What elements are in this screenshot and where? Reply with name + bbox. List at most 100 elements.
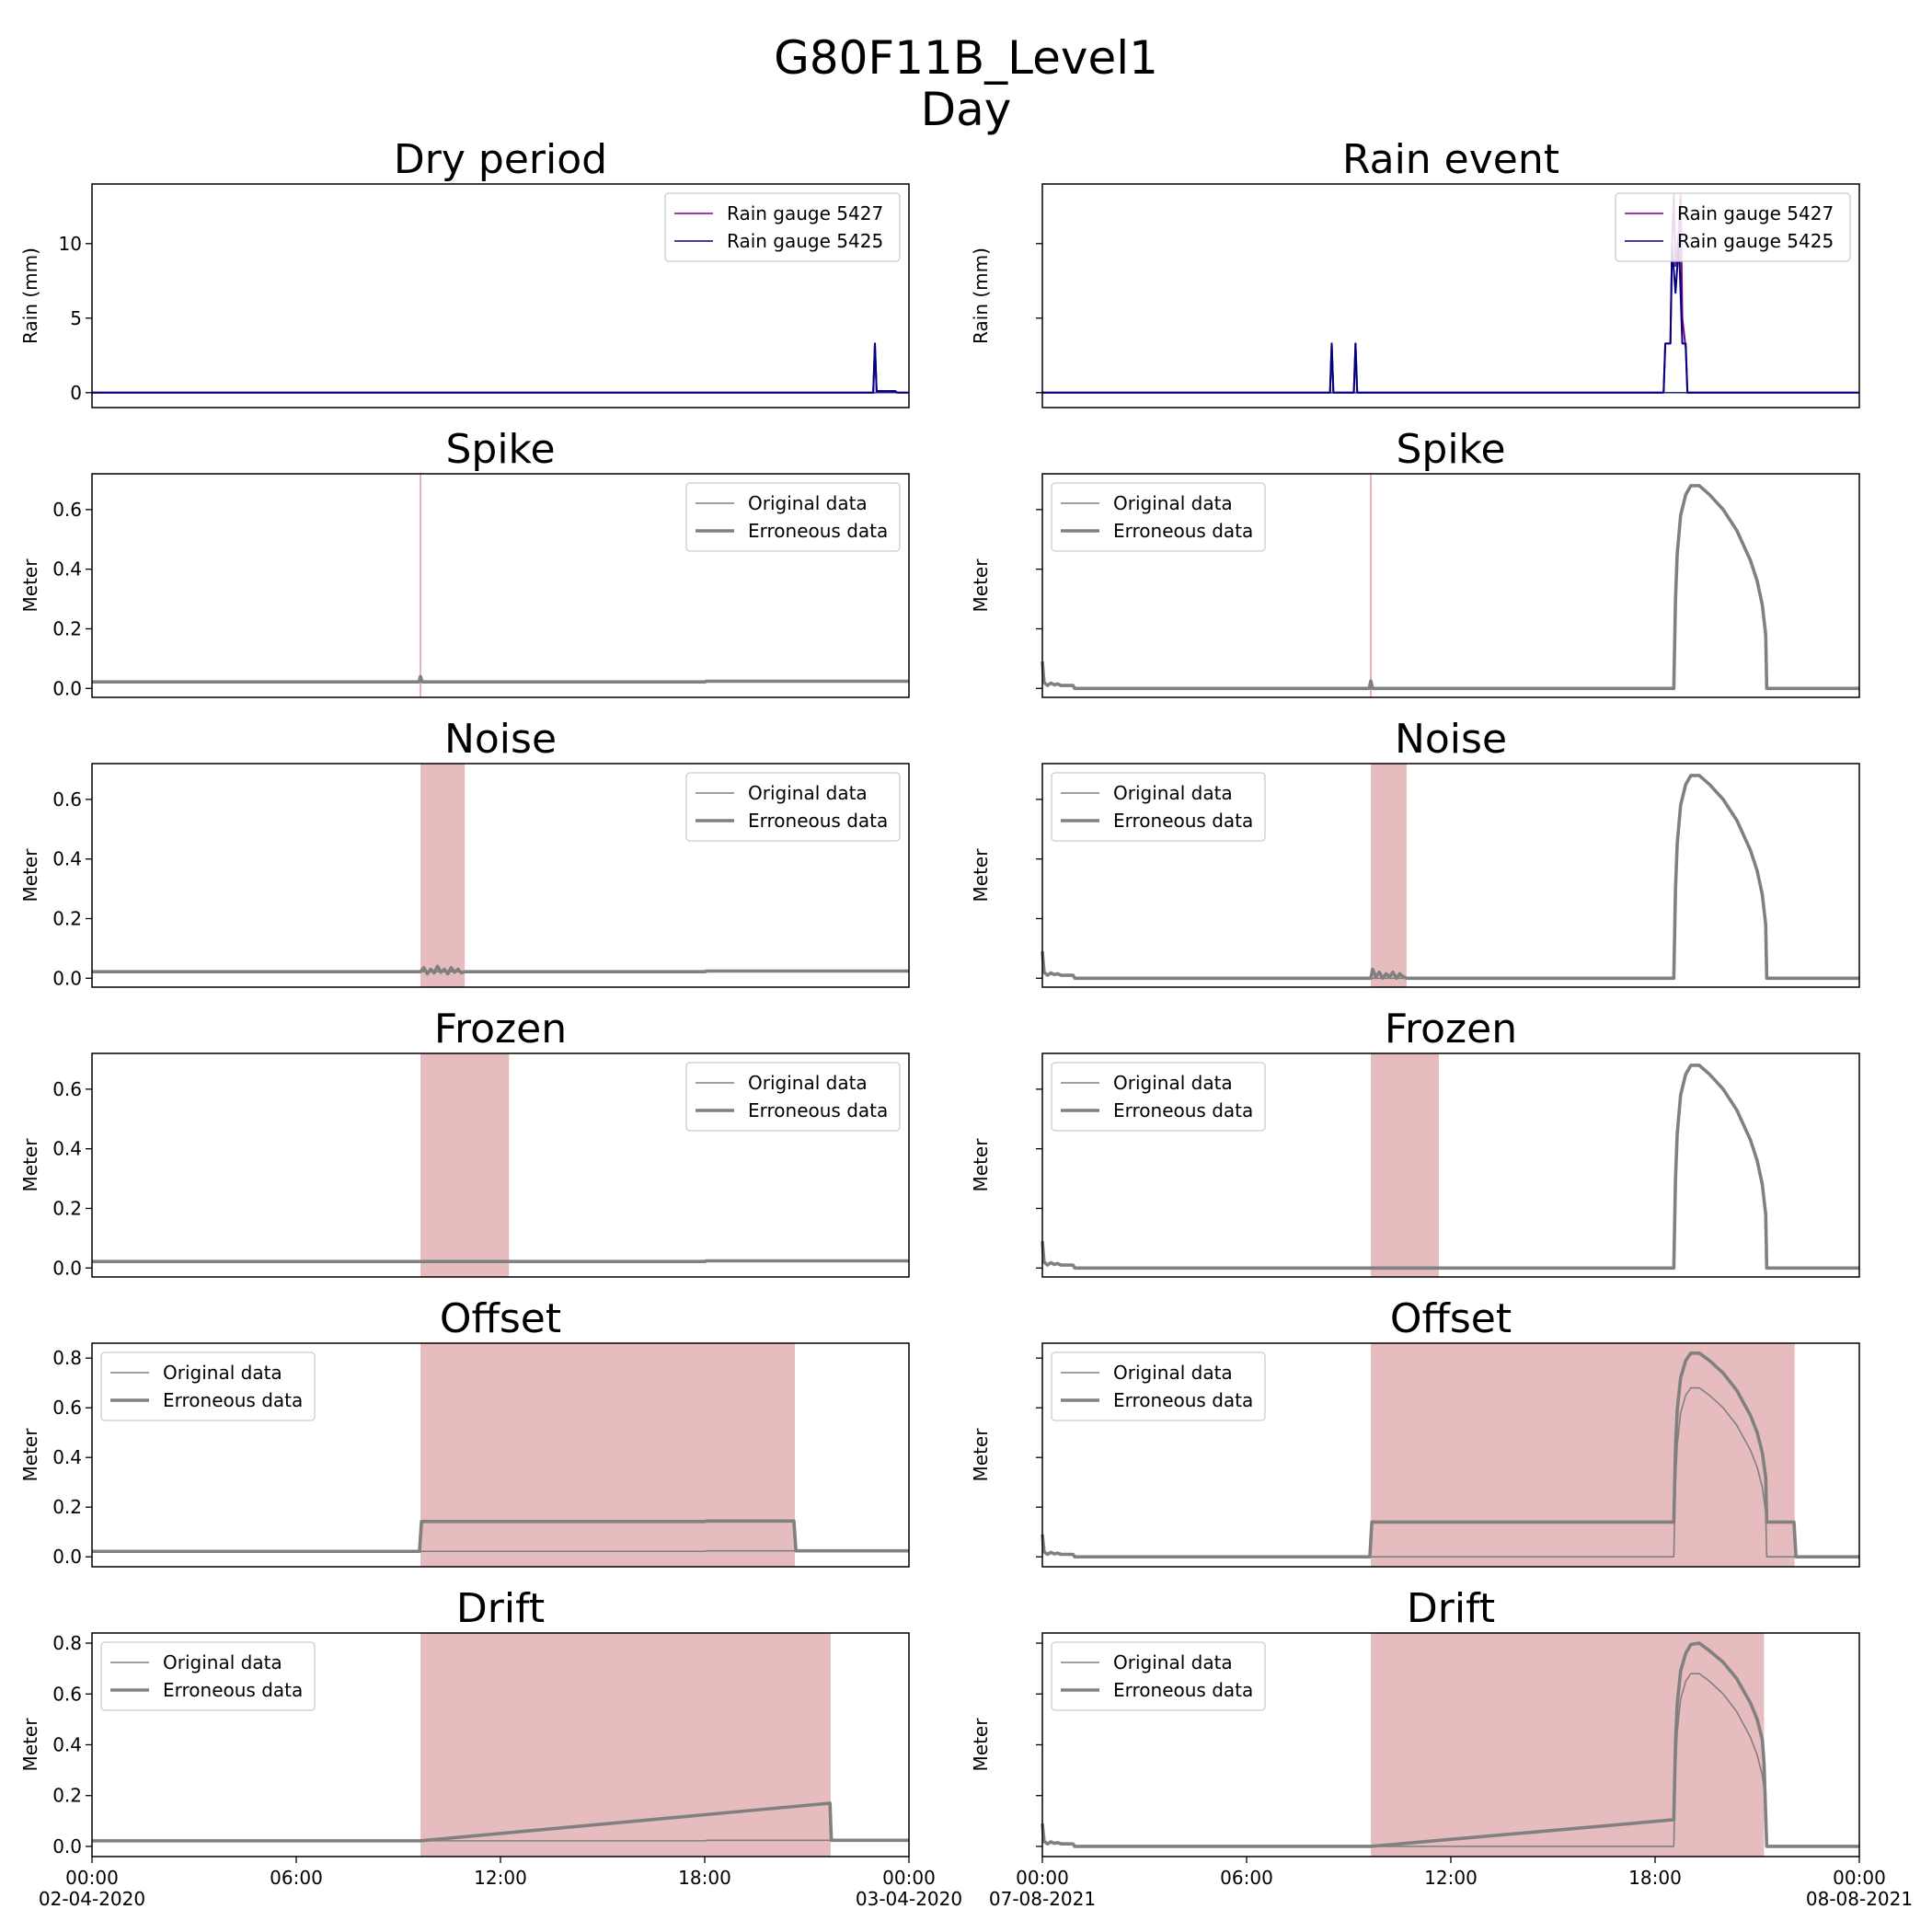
series-line-erroneous-data <box>92 674 909 684</box>
series-line-erroneous-data <box>92 1801 909 1843</box>
y-tick-label: 0.0 <box>52 967 82 989</box>
y-tick-label: 5 <box>70 307 82 329</box>
legend-frame <box>664 192 901 262</box>
y-tick-label: 0.4 <box>52 558 82 581</box>
legend-frame <box>1051 1062 1266 1132</box>
error-region <box>420 764 466 987</box>
y-tick-label: 0.2 <box>52 617 82 639</box>
legend-label-rain-gauge-5425: Rain gauge 5425 <box>1677 230 1834 252</box>
x-tick-date-label: 07-08-2021 <box>989 1888 1096 1910</box>
x-tick-label: 00:00 <box>1833 1867 1886 1889</box>
panel-title: Frozen <box>434 1006 567 1052</box>
x-tick-date-label: 08-08-2021 <box>1806 1888 1913 1910</box>
legend-frame <box>685 482 901 552</box>
legend-label-erroneous-data: Erroneous data <box>1113 1679 1253 1701</box>
y-tick-label: 10 <box>59 233 82 255</box>
x-tick-date-label: 03-04-2020 <box>856 1888 962 1910</box>
legend: Original data Erroneous data <box>1051 482 1266 552</box>
series-line-erroneous-data <box>1041 1351 1859 1558</box>
panel-title: Offset <box>440 1295 561 1342</box>
legend: Original data Erroneous data <box>1051 1351 1266 1421</box>
y-tick-label: 0.8 <box>52 1632 82 1654</box>
y-tick-label: 0.2 <box>52 1496 82 1518</box>
legend-label-original-data: Original data <box>748 782 868 804</box>
y-tick-label: 0.4 <box>52 1734 82 1756</box>
legend-label-original-data: Original data <box>1113 492 1233 514</box>
legend-frame <box>100 1641 316 1711</box>
axes-frame <box>91 763 910 988</box>
series-line-erroneous-data <box>1041 1641 1859 1848</box>
legend-frame <box>1051 482 1266 552</box>
y-tick-label: 0.4 <box>52 1138 82 1160</box>
series-line-rain-gauge-5425 <box>1042 242 1859 394</box>
error-region <box>420 1633 831 1857</box>
y-tick-label: 0.6 <box>52 788 82 811</box>
panel-noise-rain-event: Noise Meter Original data Erroneous data <box>970 716 1860 988</box>
panel-title: Drift <box>456 1585 545 1632</box>
legend-label-erroneous-data: Erroneous data <box>1113 810 1253 832</box>
legend: Original data Erroneous data <box>1051 772 1266 842</box>
y-tick-label: 0.0 <box>52 677 82 699</box>
legend: Original data Erroneous data <box>1051 1062 1266 1132</box>
panel-title: Dry period <box>394 136 607 183</box>
y-axis-label: Meter <box>19 1138 41 1192</box>
error-region <box>1371 1343 1795 1567</box>
y-tick-label: 0.6 <box>52 499 82 521</box>
legend-label-original-data: Original data <box>1113 1072 1233 1094</box>
legend-frame <box>685 1062 901 1132</box>
figure-title-line1: G80F11B_Level1 <box>774 31 1158 85</box>
axes-frame <box>91 1052 910 1278</box>
panel-title: Spike <box>1396 426 1505 473</box>
legend: Original data Erroneous data <box>685 772 901 842</box>
y-axis-label: Rain (mm) <box>19 247 41 344</box>
series-line-erroneous-data <box>1041 774 1859 981</box>
panel-title: Spike <box>445 426 555 473</box>
legend-label-original-data: Original data <box>748 492 868 514</box>
legend-label-erroneous-data: Erroneous data <box>748 520 888 542</box>
panel-title: Noise <box>1395 716 1507 763</box>
legend-label-original-data: Original data <box>1113 1362 1233 1384</box>
y-axis-label: Rain (mm) <box>970 247 992 344</box>
series-line-erroneous-data <box>92 964 909 976</box>
error-region <box>420 1053 510 1277</box>
x-tick-label: 00:00 <box>1016 1867 1069 1889</box>
y-tick-label: 0 <box>70 382 82 404</box>
x-tick-label: 06:00 <box>270 1867 323 1889</box>
panel-title: Rain event <box>1342 136 1559 183</box>
legend-label-erroneous-data: Erroneous data <box>163 1679 303 1701</box>
legend-label-original-data: Original data <box>1113 1651 1233 1673</box>
legend-frame <box>1051 1641 1266 1711</box>
legend-label-erroneous-data: Erroneous data <box>1113 1389 1253 1411</box>
panel-drift-dry-period: Drift 0.0 0.2 0.4 0.6 0.8 Meter Original data Er… <box>19 1585 962 1910</box>
x-tick-label: 06:00 <box>1220 1867 1273 1889</box>
axes-frame <box>91 183 910 408</box>
y-tick-label: 0.2 <box>52 1197 82 1219</box>
legend: Original data Erroneous data <box>685 1062 901 1132</box>
panel-spike-dry-period: Spike 0.0 0.2 0.4 0.6 Meter Original data Erron… <box>19 426 910 699</box>
y-tick-label: 0.4 <box>52 1446 82 1468</box>
legend-label-original-data: Original data <box>748 1072 868 1094</box>
y-axis-label: Meter <box>970 1428 992 1482</box>
x-tick-label: 00:00 <box>65 1867 119 1889</box>
figure-title-line2: Day <box>921 83 1012 136</box>
x-tick-label: 12:00 <box>474 1867 527 1889</box>
y-axis-label: Meter <box>970 558 992 613</box>
series-line-erroneous-data <box>92 1259 909 1263</box>
panel-title: Drift <box>1407 1585 1495 1632</box>
y-tick-label: 0.6 <box>52 1683 82 1705</box>
series-line-rain-gauge-5425 <box>92 342 909 394</box>
y-tick-label: 0.6 <box>52 1078 82 1100</box>
axes-frame <box>1041 183 1860 408</box>
x-tick-label: 18:00 <box>1628 1867 1682 1889</box>
axes-frame <box>1041 473 1860 698</box>
legend-label-rain-gauge-5425: Rain gauge 5425 <box>727 230 883 252</box>
y-axis-label: Meter <box>19 1718 41 1772</box>
x-tick-label: 12:00 <box>1424 1867 1478 1889</box>
y-tick-label: 0.0 <box>52 1257 82 1279</box>
panel-spike-rain-event: Spike Meter Original data Erroneous data <box>970 426 1860 698</box>
series-line-erroneous-data <box>92 1519 909 1554</box>
x-tick-date-label: 02-04-2020 <box>39 1888 145 1910</box>
y-axis-label: Meter <box>970 848 992 903</box>
y-tick-label: 0.6 <box>52 1397 82 1419</box>
y-axis-label: Meter <box>970 1718 992 1772</box>
